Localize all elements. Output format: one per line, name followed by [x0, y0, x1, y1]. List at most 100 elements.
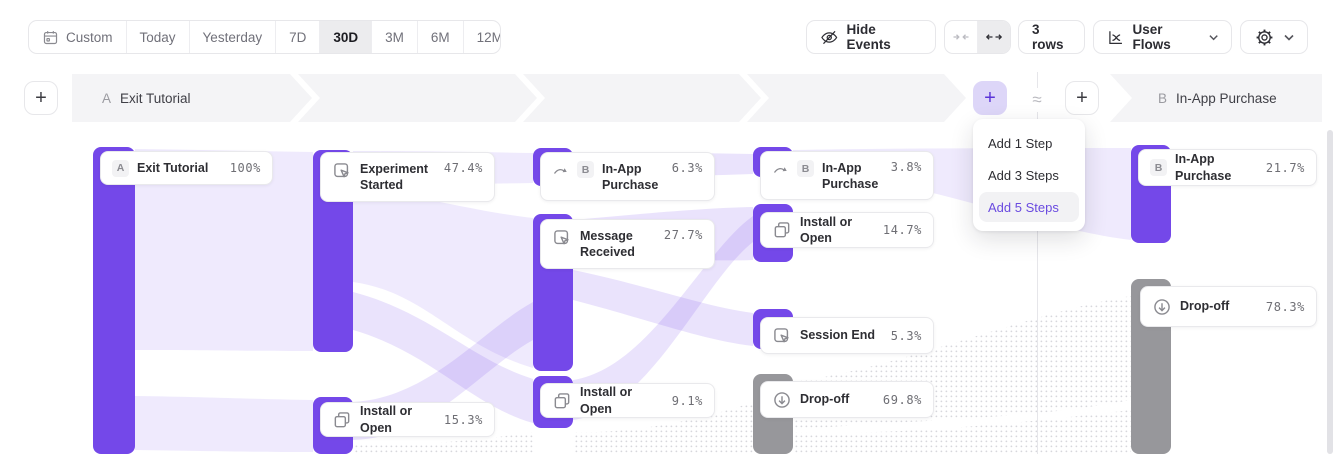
collapse-arrows-icon	[953, 34, 969, 40]
chart-type-dropdown[interactable]: User Flows	[1093, 20, 1232, 54]
node-card-b-in-app-purchase[interactable]: B In-App Purchase 21.7%	[1138, 149, 1317, 186]
node-value: 14.7%	[882, 223, 922, 237]
node-card-install-or-open-2[interactable]: Install or Open 9.1%	[540, 383, 715, 418]
approx-symbol: ≈	[1024, 88, 1050, 112]
node-value: 3.8%	[890, 160, 922, 174]
eye-off-icon	[821, 30, 838, 44]
collapse-columns-button[interactable]	[945, 21, 977, 53]
step-badge-b: B	[1150, 159, 1167, 176]
node-label: Install or Open	[360, 404, 413, 435]
date-range-picker: Custom Today Yesterday 7D 30D 3M 6M 12M	[28, 20, 501, 54]
dropoff-icon	[1154, 298, 1170, 315]
hide-events-label: Hide Events	[846, 22, 891, 52]
event-icon	[774, 327, 789, 342]
menu-item-add-1-step[interactable]: Add 1 Step	[988, 135, 1053, 151]
menu-item-add-5-steps[interactable]: Add 5 Steps	[979, 192, 1079, 222]
menu-item-add-3-steps[interactable]: Add 3 Steps	[988, 167, 1059, 183]
band-a-prefix: A	[102, 90, 112, 106]
gear-icon	[1256, 29, 1272, 45]
expand-columns-button[interactable]	[977, 21, 1010, 53]
step-band-a-seg2	[298, 74, 537, 122]
section-divider	[1037, 72, 1038, 454]
calendar-icon	[43, 30, 58, 44]
event-icon	[334, 163, 349, 178]
node-card-in-app-purchase-1[interactable]: B In-App Purchase 6.3%	[540, 152, 715, 201]
collapse-expand-toggle	[944, 20, 1011, 54]
indirect-arrow-icon	[553, 168, 567, 174]
indirect-arrow-icon	[773, 167, 787, 173]
band-a-title: A Exit Tutorial	[102, 74, 191, 122]
node-value: 6.3%	[671, 161, 703, 175]
user-flows-chart-icon	[1109, 30, 1122, 44]
date-range-yesterday[interactable]: Yesterday	[190, 21, 277, 53]
node-label: Session End	[800, 328, 876, 343]
expand-arrows-icon	[985, 34, 1003, 40]
flow-bar-exit-tutorial[interactable]	[93, 147, 135, 454]
install-icon	[554, 392, 570, 408]
node-value: 21.7%	[1265, 160, 1305, 175]
step-badge-a: A	[112, 159, 129, 177]
step-band-a-seg4	[747, 74, 966, 122]
step-badge-b: B	[577, 161, 594, 178]
date-range-30d[interactable]: 30D	[320, 21, 373, 53]
node-card-session-end[interactable]: Session End 5.3%	[760, 317, 934, 354]
node-value: 5.3%	[890, 328, 922, 343]
add-steps-menu: Add 1 Step Add 3 Steps Add 5 Steps	[973, 119, 1085, 231]
node-card-drop-off-1[interactable]: Drop-off 69.8%	[760, 381, 934, 418]
date-range-7d[interactable]: 7D	[276, 21, 321, 53]
band-a-name: Exit Tutorial	[120, 90, 191, 106]
date-range-custom[interactable]: Custom	[29, 21, 127, 53]
node-label: Exit Tutorial	[137, 160, 209, 175]
node-label: Experiment Started	[360, 162, 429, 193]
node-label: In-App Purchase	[1175, 152, 1232, 183]
date-range-today[interactable]: Today	[127, 21, 190, 53]
step-band-b	[1110, 74, 1322, 122]
chevron-down-icon	[1283, 34, 1294, 41]
plus-icon: +	[35, 87, 47, 109]
node-label: Drop-off	[1180, 299, 1230, 314]
chart-type-label: User Flows	[1132, 22, 1171, 52]
node-label: In-App Purchase	[822, 161, 879, 192]
node-card-exit-tutorial[interactable]: A Exit Tutorial 100%	[100, 151, 273, 185]
node-label: In-App Purchase	[602, 162, 659, 193]
node-card-install-or-open-1[interactable]: Install or Open 15.3%	[320, 402, 495, 437]
node-value: 69.8%	[882, 392, 922, 407]
hide-events-button[interactable]: Hide Events	[806, 20, 936, 54]
segment-divider	[977, 21, 978, 53]
add-step-left-button[interactable]: +	[24, 81, 58, 115]
date-range-12m[interactable]: 12M	[476, 29, 501, 45]
node-card-install-or-open-3[interactable]: Install or Open 14.7%	[760, 212, 934, 248]
band-b-prefix: B	[1158, 90, 1168, 106]
plus-icon: +	[1076, 87, 1088, 109]
band-b-title: B In-App Purchase	[1158, 74, 1277, 122]
step-band-a-seg1	[72, 74, 312, 122]
node-card-drop-off-2[interactable]: Drop-off 78.3%	[1140, 286, 1317, 327]
node-label: Drop-off	[800, 392, 850, 407]
settings-dropdown-button[interactable]	[1240, 20, 1308, 54]
node-value: 100%	[229, 161, 261, 175]
node-value: 47.4%	[443, 161, 483, 175]
add-step-between-button[interactable]: +	[973, 81, 1007, 115]
add-step-right-button[interactable]: +	[1065, 81, 1099, 115]
node-card-in-app-purchase-2[interactable]: B In-App Purchase 3.8%	[760, 151, 934, 200]
node-value: 78.3%	[1265, 299, 1305, 314]
node-label: Message Received	[580, 229, 635, 260]
step-badge-b: B	[797, 160, 814, 177]
date-range-6m[interactable]: 6M	[418, 21, 464, 53]
event-icon	[554, 230, 569, 245]
rows-count-label: 3 rows	[1032, 22, 1064, 52]
node-value: 9.1%	[671, 393, 703, 408]
plus-icon: +	[984, 87, 996, 109]
node-label: Install or Open	[580, 385, 633, 416]
dropoff-icon	[774, 391, 790, 408]
node-card-experiment-started[interactable]: Experiment Started 47.4%	[320, 152, 495, 202]
rows-count-button[interactable]: 3 rows	[1018, 20, 1085, 54]
scrollbar[interactable]	[1327, 130, 1333, 454]
node-card-message-received[interactable]: Message Received 27.7%	[540, 219, 715, 269]
node-value: 27.7%	[663, 228, 703, 242]
node-label: Install or Open	[800, 214, 853, 245]
date-range-3m[interactable]: 3M	[372, 21, 418, 53]
chevron-down-icon	[1209, 34, 1218, 40]
install-icon	[334, 411, 350, 427]
